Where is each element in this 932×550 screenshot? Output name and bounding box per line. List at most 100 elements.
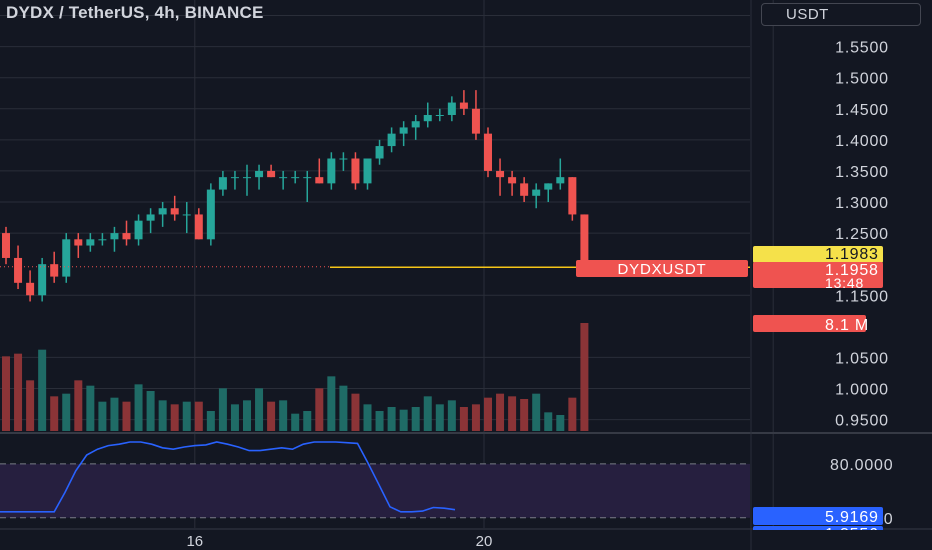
symbol-label: DYDXUSDT: [618, 261, 707, 278]
volume-bar: [267, 401, 276, 431]
volume-bar: [327, 376, 336, 431]
volume-bar: [194, 401, 203, 431]
candle-body: [194, 214, 203, 240]
price-tick-label: 1.1500: [835, 288, 889, 305]
price-tick-label: 1.5500: [835, 40, 889, 57]
candle-body: [363, 158, 372, 184]
volume-bar: [315, 388, 324, 431]
candle: [243, 164, 251, 196]
price-tick-label: 1.2500: [835, 226, 889, 243]
candle-body: [98, 239, 107, 241]
candle-body: [556, 177, 565, 184]
volume-bar: [2, 356, 10, 431]
volume-bar: [62, 393, 71, 431]
volume-bar: [375, 411, 384, 431]
volume-bar: [411, 407, 420, 431]
candle-body: [471, 108, 480, 134]
volume-bar: [134, 384, 143, 431]
candle: [146, 208, 155, 234]
candle-body: [327, 158, 336, 184]
candle-body: [206, 189, 215, 240]
volume-bar: [339, 385, 348, 431]
volume-bar: [255, 388, 264, 431]
volume-label-bg: [753, 315, 866, 332]
candle: [339, 152, 348, 171]
axis-mask: [753, 530, 883, 550]
candle-body: [86, 239, 95, 246]
volume-bar: [447, 400, 456, 431]
volume-bar: [544, 412, 553, 431]
volume-bar: [496, 393, 505, 431]
candle-body: [447, 102, 456, 115]
volume-bar: [158, 400, 167, 431]
volume-bar: [556, 415, 565, 431]
rsi-series: [0, 441, 456, 513]
candle-body: [544, 183, 553, 190]
volume-bar: [471, 404, 480, 431]
candle: [122, 220, 131, 246]
candlestick-series[interactable]: [2, 90, 589, 302]
volume-bar: [86, 385, 95, 431]
volume-bar: [50, 396, 59, 431]
volume-bar: [508, 396, 517, 431]
candle: [74, 233, 83, 258]
candle: [134, 214, 143, 246]
current-price-label: 1.1958: [825, 262, 879, 279]
chart-title[interactable]: DYDX / TetherUS, 4h, BINANCE: [6, 3, 264, 22]
rsi-tick-label: 80.0000: [830, 457, 893, 474]
candle: [351, 152, 360, 190]
candle: [291, 170, 300, 184]
candle: [315, 158, 324, 184]
candle: [194, 208, 203, 240]
volume-bar: [387, 407, 396, 431]
volume-bar: [170, 404, 179, 431]
candle: [399, 121, 408, 147]
volume-bar: [98, 401, 107, 431]
last-close-label-bg: [753, 246, 883, 263]
candle-body: [279, 177, 288, 179]
current-price-label-bg: [753, 262, 883, 288]
candle: [471, 90, 480, 140]
candle-body: [375, 146, 384, 159]
candle-body: [230, 177, 239, 179]
candle: [435, 108, 444, 122]
volume-bar: [363, 404, 372, 431]
candle: [267, 164, 276, 178]
candle-body: [182, 214, 191, 216]
candle: [520, 177, 529, 203]
price-tick-label: 1.3500: [835, 164, 889, 181]
volume-bars: [2, 323, 589, 431]
price-tick-label: 1.3000: [835, 195, 889, 212]
candle: [363, 158, 372, 190]
rsi-overbought-band: [0, 463, 750, 518]
candle: [50, 251, 59, 283]
candle: [206, 183, 215, 246]
volume-bar: [291, 413, 300, 431]
volume-bar: [435, 404, 444, 431]
price-tick-label: 1.4000: [835, 133, 889, 150]
volume-bar: [218, 388, 227, 431]
candle: [110, 226, 119, 252]
candle: [484, 127, 492, 178]
volume-bar: [520, 399, 529, 431]
candle-body: [303, 177, 312, 179]
candle-body: [146, 214, 155, 221]
volume-bar: [230, 404, 239, 431]
candle: [26, 270, 35, 302]
candle: [255, 164, 264, 190]
volume-bar: [568, 397, 577, 431]
rsi-band: [0, 463, 750, 519]
time-tick-label: 20: [476, 533, 493, 550]
volume-bar: [351, 393, 360, 431]
candle-body: [496, 170, 505, 178]
currency-button[interactable]: USDT: [761, 3, 921, 26]
candle-body: [218, 177, 227, 190]
candle-body: [291, 177, 300, 179]
price-tick-label: 1.5000: [835, 71, 889, 88]
volume-bar: [303, 411, 312, 431]
rsi-current-label: 5.9169: [825, 509, 879, 526]
candle: [218, 170, 227, 196]
volume-bar: [74, 380, 83, 431]
